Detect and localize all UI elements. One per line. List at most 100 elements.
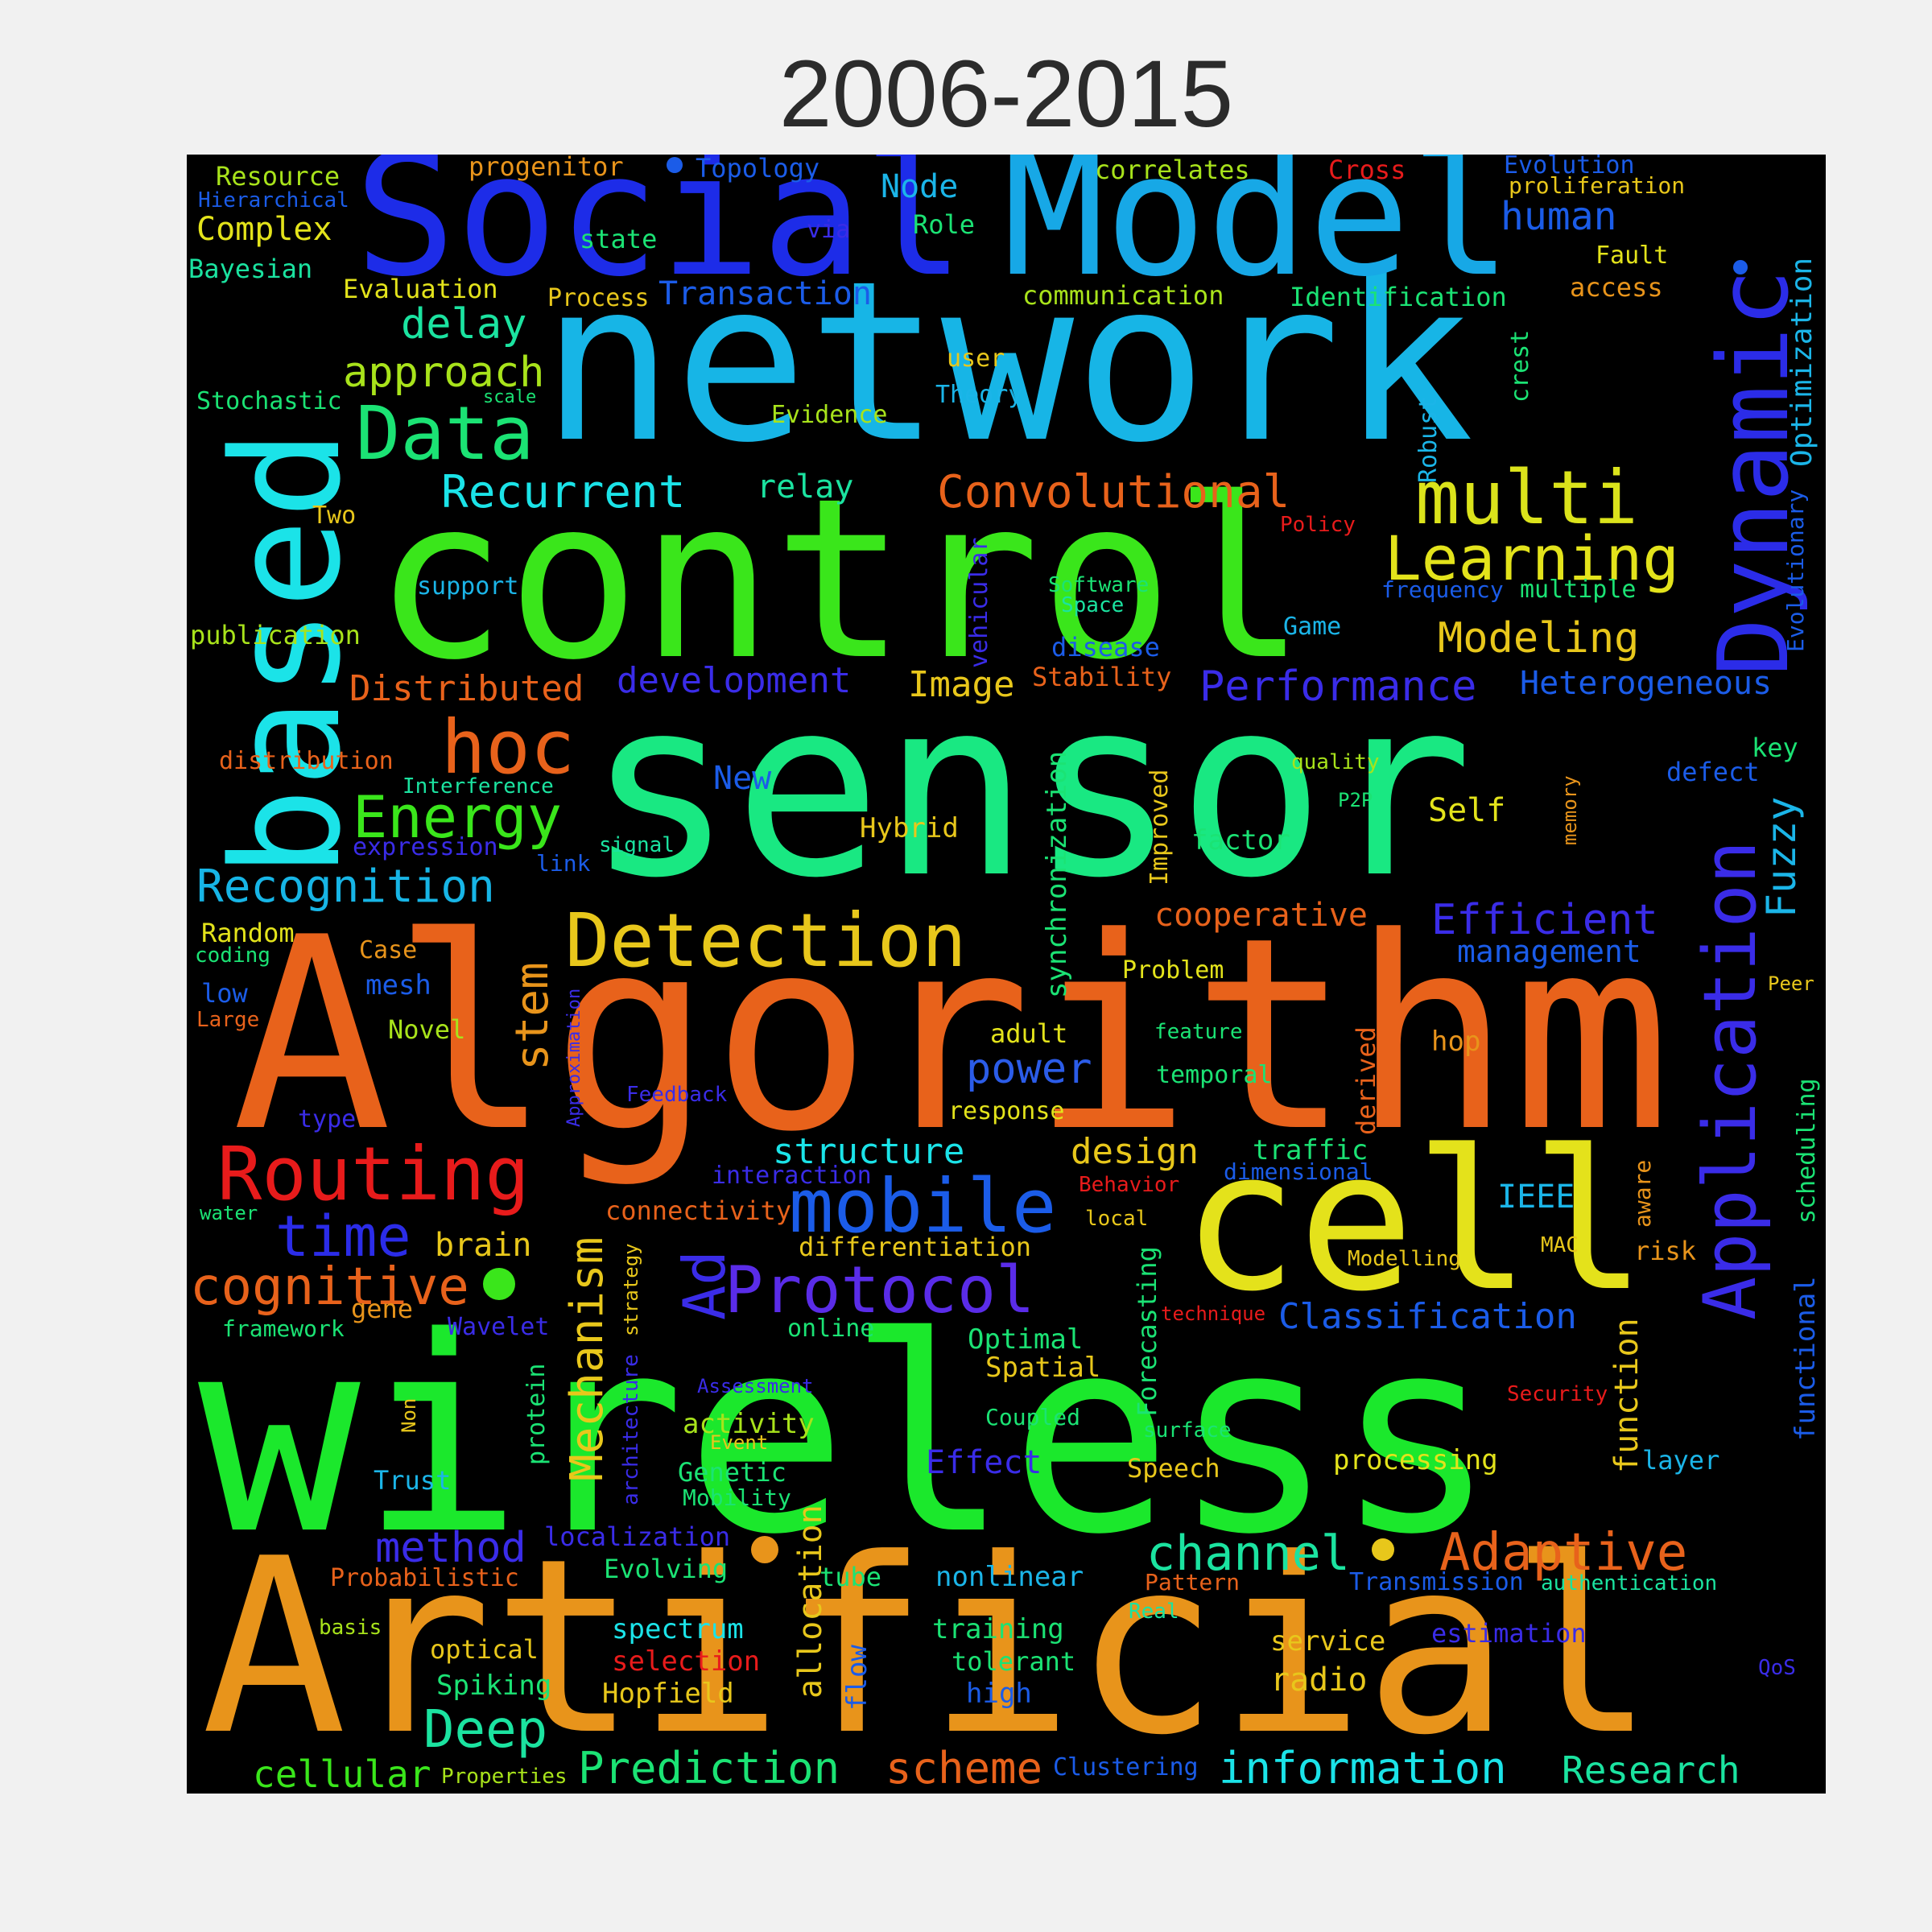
cloud-word-coding: coding <box>195 943 270 968</box>
cloud-word-real: Real <box>1129 1600 1179 1624</box>
cloud-word-adult: adult <box>990 1018 1067 1049</box>
cloud-word-defect: defect <box>1666 757 1760 787</box>
cloud-word-authentication: authentication <box>1541 1571 1717 1596</box>
cloud-word-technique: technique <box>1161 1302 1265 1325</box>
cloud-word-framework: framework <box>222 1315 345 1342</box>
cloud-word-evaluation: Evaluation <box>343 274 498 304</box>
cloud-word-spiking: Spiking <box>436 1670 551 1702</box>
cloud-word-mobility: Mobility <box>683 1484 791 1511</box>
cloud-word-channel: channel <box>1146 1525 1350 1582</box>
cloud-word-hoc: hoc <box>441 704 575 791</box>
cloud-word-publication: publication <box>190 620 361 650</box>
cloud-word-ieee: IEEE <box>1497 1179 1575 1216</box>
cloud-word-proliferation: proliferation <box>1509 172 1685 199</box>
cloud-word-detection: Detection <box>565 898 967 984</box>
cloud-word-social: Social <box>354 155 965 314</box>
cloud-word-interference: Interference <box>402 774 554 799</box>
cloud-word-evolving: Evolving <box>604 1554 728 1584</box>
cloud-word-service: service <box>1270 1625 1385 1657</box>
cloud-word-crest: crest <box>1506 330 1534 402</box>
cloud-word-localization: localization <box>544 1521 730 1552</box>
cloud-word-estimation: estimation <box>1431 1618 1587 1649</box>
cloud-word-research: Research <box>1562 1748 1740 1792</box>
cloud-word-stability: Stability <box>1032 662 1171 692</box>
cloud-word-recurrent: Recurrent <box>441 466 685 518</box>
page-title: 2006-2015 <box>778 41 1234 147</box>
cloud-word-spatial: Spatial <box>985 1352 1100 1384</box>
cloud-word-design: design <box>1071 1131 1199 1172</box>
cloud-word-data: Data <box>356 390 535 477</box>
cloud-word-local: local <box>1085 1207 1148 1231</box>
cloud-word-modelling: Modelling <box>1348 1247 1461 1271</box>
cloud-word-routing: Routing <box>217 1131 530 1217</box>
cloud-dot <box>483 1268 515 1300</box>
cloud-word-learning: Learning <box>1385 522 1679 594</box>
cloud-word-optical: optical <box>430 1634 539 1665</box>
cloud-word-clustering: Clustering <box>1053 1753 1199 1781</box>
cloud-dot <box>751 1536 778 1563</box>
cloud-word-convolutional: Convolutional <box>937 466 1290 518</box>
cloud-word-security: Security <box>1507 1382 1608 1406</box>
cloud-word-temporal: temporal <box>1156 1061 1273 1089</box>
cloud-word-response: response <box>948 1097 1065 1125</box>
cloud-word-topology: Topology <box>696 155 819 184</box>
cloud-word-p2p: P2P <box>1338 789 1373 811</box>
cloud-word-modeling: Modeling <box>1438 614 1639 663</box>
cloud-word-improved: Improved <box>1146 770 1174 886</box>
cloud-word-online: online <box>787 1315 874 1343</box>
cloud-word-role: Role <box>913 209 975 240</box>
cloud-word-cognitive: cognitive <box>190 1257 469 1317</box>
cloud-word-self: Self <box>1428 792 1505 829</box>
cloud-word-expression: expression <box>353 833 498 861</box>
cloud-word-traffic: traffic <box>1253 1134 1368 1166</box>
cloud-word-stochastic: Stochastic <box>196 387 342 415</box>
cloud-word-image: Image <box>908 664 1014 705</box>
cloud-word-nonlinear: nonlinear <box>935 1561 1084 1593</box>
cloud-word-multiple: multiple <box>1520 576 1637 604</box>
cloud-word-heterogeneous: Heterogeneous <box>1520 665 1772 702</box>
cloud-word-wireless: wireless <box>198 1280 1497 1594</box>
cloud-word-network: network <box>541 233 1474 491</box>
cloud-word-access: access <box>1570 272 1663 303</box>
cloud-word-layer: layer <box>1642 1445 1719 1476</box>
cloud-word-vehicular: vehicular <box>965 537 993 668</box>
cloud-word-feature: feature <box>1154 1020 1243 1044</box>
cloud-word-policy: Policy <box>1280 513 1356 537</box>
cloud-word-speech: Speech <box>1127 1453 1220 1484</box>
cloud-word-high: high <box>966 1678 1032 1710</box>
cloud-word-distributed: Distributed <box>349 668 584 709</box>
cloud-word-problem: Problem <box>1122 956 1224 985</box>
cloud-word-peer: Peer <box>1768 972 1814 995</box>
cloud-word-function: function <box>1608 1318 1645 1473</box>
cloud-word-model: Model <box>1003 155 1512 314</box>
cloud-word-connectivity: connectivity <box>605 1195 791 1226</box>
cloud-word-training: training <box>932 1613 1064 1645</box>
cloud-word-quality: quality <box>1291 750 1380 774</box>
cloud-word-delay: delay <box>401 300 527 349</box>
cloud-dot <box>1733 260 1748 275</box>
cloud-word-game: Game <box>1283 613 1341 641</box>
cloud-word-scale: scale <box>483 387 536 407</box>
cloud-word-state: state <box>580 224 657 254</box>
cloud-word-random: Random <box>201 918 295 948</box>
cloud-word-efficient: Efficient <box>1431 896 1658 944</box>
cloud-word-coupled: Coupled <box>985 1404 1080 1430</box>
cloud-word-hybrid: Hybrid <box>860 812 959 844</box>
cloud-word-protein: protein <box>522 1364 551 1465</box>
cloud-word-identification: Identification <box>1290 282 1507 312</box>
cloud-word-allocation: allocation <box>792 1505 829 1699</box>
cloud-word-event: Event <box>710 1431 768 1454</box>
cloud-word-hopfield: Hopfield <box>602 1678 734 1710</box>
cloud-word-ad: Ad <box>671 1250 738 1320</box>
cloud-word-fuzzy: Fuzzy <box>1758 796 1805 918</box>
cloud-word-flow: flow <box>841 1645 873 1711</box>
cloud-word-aware: aware <box>1629 1160 1656 1228</box>
cloud-word-new: New <box>713 760 772 797</box>
cloud-word-information: information <box>1219 1743 1507 1794</box>
cloud-word-transaction: Transaction <box>658 275 872 312</box>
cloud-word-transmission: Transmission <box>1349 1568 1524 1596</box>
cloud-word-fault: Fault <box>1596 242 1668 270</box>
cloud-word-performance: Performance <box>1199 663 1476 711</box>
cloud-word-strategy: strategy <box>620 1243 642 1336</box>
cloud-word-link: link <box>536 850 591 877</box>
